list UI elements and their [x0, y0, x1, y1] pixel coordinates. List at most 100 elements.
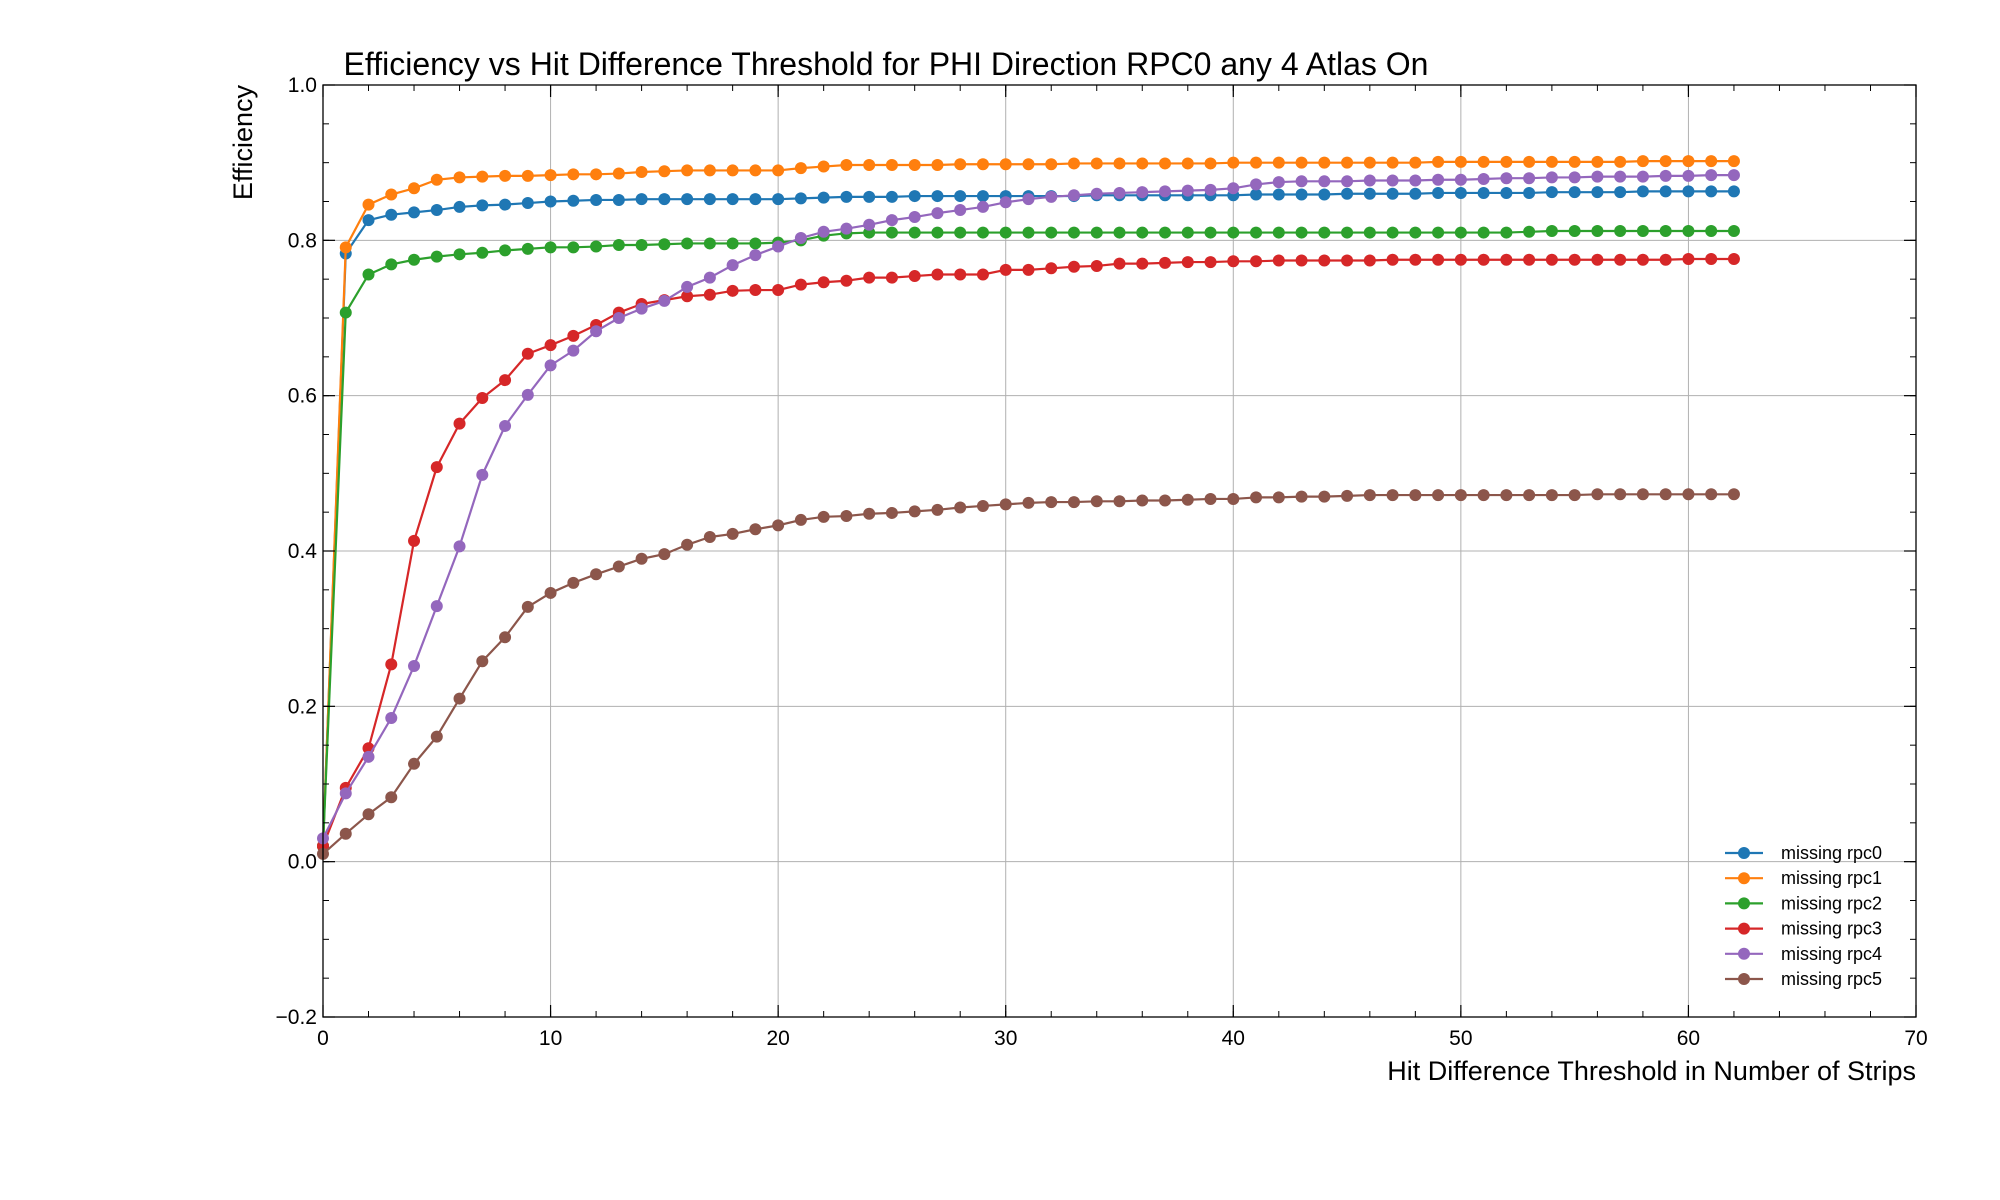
data-point — [931, 226, 944, 239]
data-point — [749, 237, 762, 250]
data-point — [931, 207, 944, 220]
legend-item: missing rpc4 — [1725, 944, 1882, 964]
data-point — [1363, 187, 1376, 200]
data-point — [1090, 495, 1103, 508]
data-point — [1250, 188, 1263, 201]
data-point — [931, 190, 944, 203]
data-point — [954, 226, 967, 239]
data-point — [453, 171, 466, 184]
data-point — [1341, 187, 1354, 200]
data-point — [1477, 172, 1490, 185]
data-point — [1272, 176, 1285, 189]
data-point — [1409, 187, 1422, 200]
data-point — [1523, 225, 1536, 238]
data-point — [339, 306, 352, 319]
data-point — [885, 271, 898, 284]
data-point — [681, 280, 694, 293]
data-point — [1318, 175, 1331, 188]
data-point — [772, 164, 785, 177]
y-tick-label: 0.8 — [288, 229, 317, 252]
data-point — [1409, 489, 1422, 502]
data-point — [453, 692, 466, 705]
data-point — [726, 527, 739, 540]
data-point — [1204, 157, 1217, 170]
data-point — [840, 510, 853, 523]
data-point — [885, 226, 898, 239]
data-point — [362, 198, 375, 211]
legend-swatch-marker — [1738, 922, 1750, 935]
data-point — [453, 248, 466, 261]
x-tick-label: 40 — [1222, 1027, 1245, 1050]
data-point — [1682, 488, 1695, 501]
data-point — [1363, 489, 1376, 502]
data-point — [544, 195, 557, 208]
data-point — [521, 197, 534, 210]
x-tick-label: 70 — [1904, 1027, 1927, 1050]
data-point — [1659, 253, 1672, 266]
data-point — [1432, 155, 1445, 168]
legend-item: missing rpc5 — [1725, 969, 1882, 989]
data-point — [521, 388, 534, 401]
data-point — [1432, 186, 1445, 199]
data-point — [1523, 489, 1536, 502]
data-point — [1500, 155, 1513, 168]
data-point — [1159, 157, 1172, 170]
data-point — [1432, 226, 1445, 239]
data-point — [499, 169, 512, 182]
data-point — [726, 259, 739, 272]
data-point — [1181, 184, 1194, 197]
data-point — [749, 284, 762, 297]
data-point — [1113, 157, 1126, 170]
data-point — [1591, 488, 1604, 501]
data-point — [1659, 488, 1672, 501]
legend: missing rpc0 missing rpc1 missing rpc2 miss… — [1725, 843, 1882, 989]
data-point — [1272, 226, 1285, 239]
data-point — [749, 193, 762, 206]
data-point — [840, 158, 853, 171]
grid-lines — [323, 85, 1916, 1017]
data-point — [1341, 175, 1354, 188]
data-point — [794, 513, 807, 526]
data-point — [476, 468, 489, 481]
data-point — [1454, 226, 1467, 239]
data-point — [1591, 253, 1604, 266]
data-point — [362, 750, 375, 763]
x-tick-label: 30 — [994, 1027, 1017, 1050]
data-point — [1727, 488, 1740, 501]
data-point — [1090, 157, 1103, 170]
data-point — [408, 206, 421, 219]
data-point — [1705, 252, 1718, 265]
data-point — [1727, 252, 1740, 265]
data-point — [1386, 253, 1399, 266]
data-point — [954, 204, 967, 217]
x-tick-label: 20 — [766, 1027, 789, 1050]
data-point — [681, 538, 694, 551]
data-point — [817, 191, 830, 204]
series-missing-rpc1 — [317, 155, 1740, 853]
legend-swatch-marker — [1738, 973, 1750, 985]
data-point — [635, 193, 648, 206]
data-point — [1705, 185, 1718, 198]
y-tick-label: 1.0 — [288, 74, 317, 97]
data-point — [1523, 186, 1536, 199]
data-point — [1045, 158, 1058, 171]
data-point — [430, 600, 443, 613]
data-point — [385, 791, 398, 804]
x-tick-label: 10 — [539, 1027, 562, 1050]
data-point — [885, 506, 898, 519]
data-point — [1159, 226, 1172, 239]
series-missing-rpc3 — [317, 252, 1740, 853]
data-point — [1727, 155, 1740, 168]
data-point — [476, 246, 489, 259]
data-point — [635, 165, 648, 178]
data-point — [1227, 492, 1240, 505]
data-point — [590, 168, 603, 181]
data-point — [1318, 254, 1331, 267]
data-point — [908, 190, 921, 203]
data-point — [749, 249, 762, 262]
data-point — [1500, 253, 1513, 266]
data-point — [1386, 156, 1399, 169]
data-point — [1682, 155, 1695, 168]
data-point — [1113, 226, 1126, 239]
data-point — [590, 325, 603, 338]
